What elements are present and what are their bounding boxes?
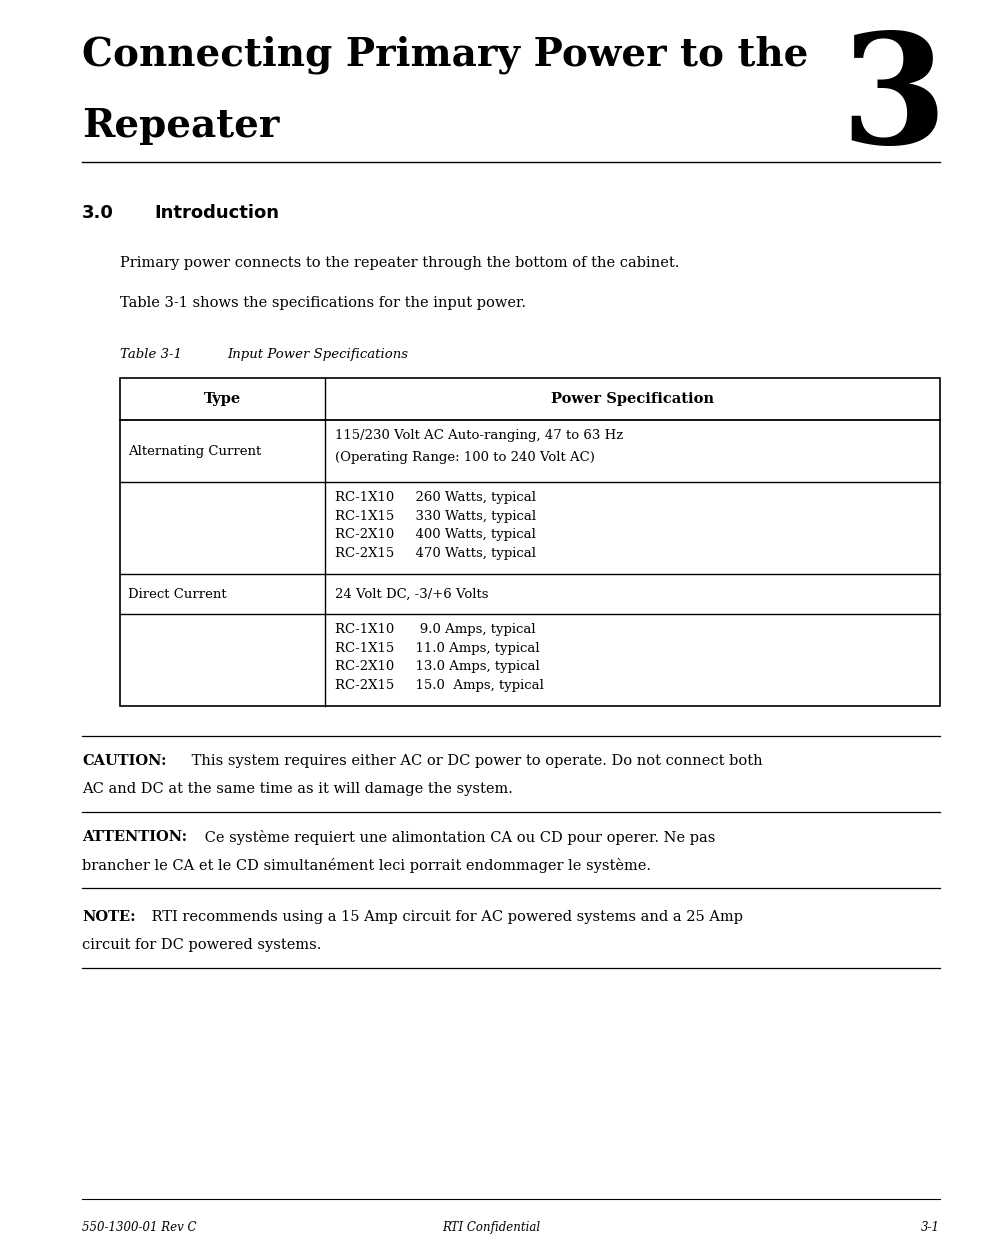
Text: 3-1: 3-1 [921, 1221, 940, 1234]
Text: 115/230 Volt AC Auto-ranging, 47 to 63 Hz: 115/230 Volt AC Auto-ranging, 47 to 63 H… [335, 429, 624, 442]
Text: 550-1300-01 Rev C: 550-1300-01 Rev C [82, 1221, 196, 1234]
Text: Table 3-1: Table 3-1 [120, 347, 182, 361]
Text: This system requires either AC or DC power to operate. Do not connect both: This system requires either AC or DC pow… [187, 755, 763, 768]
Bar [120, 379, 940, 706]
Text: circuit for DC powered systems.: circuit for DC powered systems. [82, 938, 321, 952]
Text: ATTENTION:: ATTENTION: [82, 830, 188, 844]
Text: Table 3-1 shows the specifications for the input power.: Table 3-1 shows the specifications for t… [120, 297, 526, 310]
Text: (Operating Range: 100 to 240 Volt AC): (Operating Range: 100 to 240 Volt AC) [335, 450, 595, 464]
Text: RC-1X10     260 Watts, typical
RC-1X15     330 Watts, typical
RC-2X10     400 Wa: RC-1X10 260 Watts, typical RC-1X15 330 W… [335, 491, 536, 560]
Text: Alternating Current: Alternating Current [128, 444, 261, 458]
Text: AC and DC at the same time as it will damage the system.: AC and DC at the same time as it will da… [82, 782, 513, 795]
Text: RTI Confidential: RTI Confidential [442, 1221, 540, 1234]
Text: Introduction: Introduction [154, 204, 279, 222]
Text: Connecting Primary Power to the: Connecting Primary Power to the [82, 35, 808, 73]
Text: Type: Type [204, 392, 242, 406]
Text: Repeater: Repeater [82, 107, 279, 145]
Text: RC-1X10      9.0 Amps, typical
RC-1X15     11.0 Amps, typical
RC-2X10     13.0 A: RC-1X10 9.0 Amps, typical RC-1X15 11.0 A… [335, 623, 544, 691]
Text: Primary power connects to the repeater through the bottom of the cabinet.: Primary power connects to the repeater t… [120, 256, 680, 271]
Text: Direct Current: Direct Current [128, 587, 227, 601]
Text: Input Power Specifications: Input Power Specifications [227, 347, 408, 361]
Text: RTI recommends using a 15 Amp circuit for AC powered systems and a 25 Amp: RTI recommends using a 15 Amp circuit fo… [147, 910, 743, 925]
Text: NOTE:: NOTE: [82, 910, 136, 925]
Text: 24 Volt DC, -3/+6 Volts: 24 Volt DC, -3/+6 Volts [335, 587, 488, 601]
Text: Power Specification: Power Specification [551, 392, 714, 406]
Text: 3.0: 3.0 [82, 204, 114, 222]
Text: brancher le CA et le CD simultanément leci porrait endommager le système.: brancher le CA et le CD simultanément le… [82, 858, 651, 872]
Text: 3: 3 [841, 27, 947, 176]
Text: CAUTION:: CAUTION: [82, 755, 167, 768]
Text: Ce système requiert une alimontation CA ou CD pour operer. Ne pas: Ce système requiert une alimontation CA … [200, 830, 715, 845]
